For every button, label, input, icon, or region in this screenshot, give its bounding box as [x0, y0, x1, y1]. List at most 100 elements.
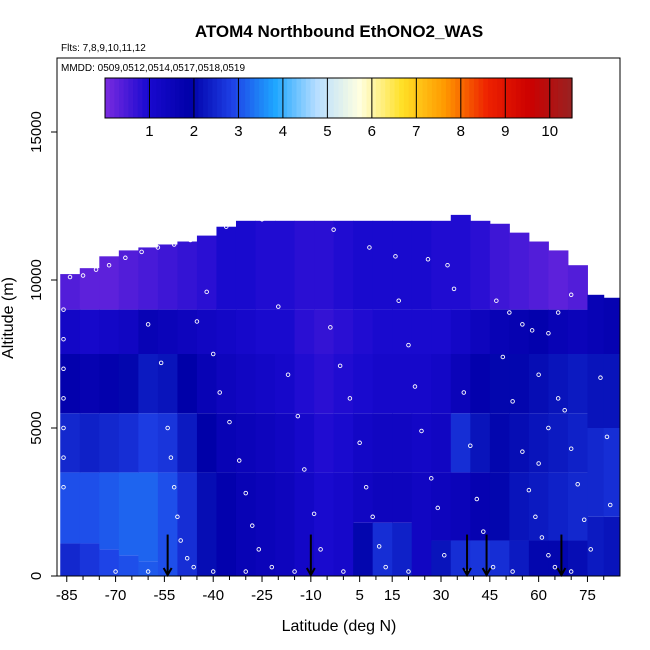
colorbar-segment: [268, 78, 274, 118]
heatmap-cell: [118, 413, 139, 473]
heatmap-cell: [196, 413, 217, 473]
sample-point: [598, 375, 603, 380]
heatmap-cell: [177, 472, 198, 576]
sample-point: [604, 434, 610, 440]
sample-point: [227, 419, 232, 425]
heatmap-cell: [196, 354, 217, 414]
sample-point: [562, 407, 567, 413]
heatmap-cell: [255, 354, 276, 414]
colorbar-segment: [492, 78, 498, 118]
heatmap-cell: [177, 309, 198, 354]
heatmap-cell: [372, 522, 393, 576]
heatmap-cell: [372, 309, 393, 354]
sample-point: [106, 262, 112, 268]
heatmap-cell: [509, 232, 530, 310]
sample-point: [568, 569, 574, 574]
heatmap-cell: [177, 413, 198, 473]
heatmap-cell: [79, 413, 100, 473]
heatmap-cell: [333, 472, 354, 576]
flights-annotation: Flts: 7,8,9,10,11,12: [61, 43, 146, 54]
sample-point: [591, 245, 597, 250]
sample-point: [243, 490, 249, 496]
colorbar-segment: [151, 78, 157, 118]
arrow-marker: [556, 534, 567, 578]
surface-arrows: [162, 534, 567, 578]
x-tick-label: -70: [105, 587, 127, 604]
colorbar-segment: [529, 78, 536, 118]
sample-point: [546, 425, 551, 431]
heatmap-cell: [450, 354, 471, 414]
colorbar-segment: [511, 78, 517, 118]
heatmap-cell: [489, 413, 510, 473]
heatmap-cell: [411, 472, 432, 576]
sample-point: [61, 336, 66, 342]
colorbar-segment: [217, 78, 223, 118]
sample-point: [194, 319, 200, 324]
heatmap-cell: [470, 309, 491, 354]
heatmap-cell: [235, 309, 257, 354]
colorbar-tick-label: 7: [412, 123, 420, 140]
colorbar-tick-label: 5: [323, 123, 331, 140]
heatmap-cell: [431, 354, 452, 414]
heatmap-cell: [411, 309, 432, 354]
colorbar-segment: [497, 78, 503, 118]
colorbar-segment: [399, 78, 405, 118]
heatmap-cell: [528, 354, 549, 414]
heatmap-cell: [99, 413, 120, 473]
sample-point: [406, 569, 411, 574]
colorbar-segment: [455, 78, 461, 118]
heatmap-cell: [118, 250, 139, 310]
colorbar-segment: [329, 78, 335, 118]
heatmap-cell: [489, 472, 510, 541]
heatmap-cell: [216, 413, 237, 473]
heatmap-cell: [548, 309, 569, 354]
colorbar-tick-label: 1: [145, 123, 153, 140]
sample-point: [425, 257, 431, 262]
colorbar-segment: [473, 78, 480, 118]
colorbar-segment: [501, 78, 508, 118]
heatmap-cells: [60, 214, 620, 576]
heatmap-cell: [138, 354, 159, 414]
colorbar-segment: [380, 78, 386, 118]
x-tick-label: 75: [579, 587, 596, 604]
heatmap-cell: [450, 214, 471, 310]
colorbar-segment: [422, 78, 428, 118]
sample-point: [393, 254, 398, 259]
heatmap-cell: [118, 354, 139, 414]
colorbar-segment: [161, 78, 167, 118]
heatmap-cell: [157, 244, 178, 310]
sample-point: [396, 298, 401, 303]
heatmap-cell: [411, 220, 432, 310]
heatmap-cell: [548, 250, 569, 310]
heatmap-cell: [196, 309, 217, 354]
colorbar-segment: [254, 78, 260, 118]
sample-point: [171, 242, 177, 247]
heatmap-cell: [157, 354, 178, 414]
heatmap-cell: [411, 413, 432, 473]
heatmap-cell: [392, 472, 413, 523]
sample-point: [191, 564, 196, 570]
colorbar-segment: [189, 78, 195, 118]
colorbar-segment: [394, 78, 400, 118]
sample-point: [178, 538, 183, 543]
heatmap-cell: [138, 413, 159, 473]
heatmap-cell: [470, 472, 491, 541]
colorbar-segment: [193, 78, 199, 118]
heatmap-cell: [216, 354, 237, 414]
colorbar-segment: [123, 78, 129, 118]
heatmap-cell: [603, 354, 620, 428]
heatmap-cell: [255, 413, 276, 473]
sample-point: [236, 458, 242, 463]
heatmap-cell: [314, 354, 335, 414]
sample-point: [383, 564, 388, 570]
heatmap-cell: [392, 413, 413, 473]
colorbar-tick-labels: 1 2 3 4 5 6 7 8 9 10: [145, 78, 558, 140]
sample-point: [406, 342, 411, 348]
sample-point: [285, 372, 291, 377]
heatmap-cell: [99, 256, 120, 310]
colorbar-segment: [319, 78, 326, 118]
sample-point: [347, 396, 353, 401]
sample-point: [555, 396, 561, 401]
sample-point: [318, 547, 323, 552]
sample-point: [341, 569, 346, 574]
